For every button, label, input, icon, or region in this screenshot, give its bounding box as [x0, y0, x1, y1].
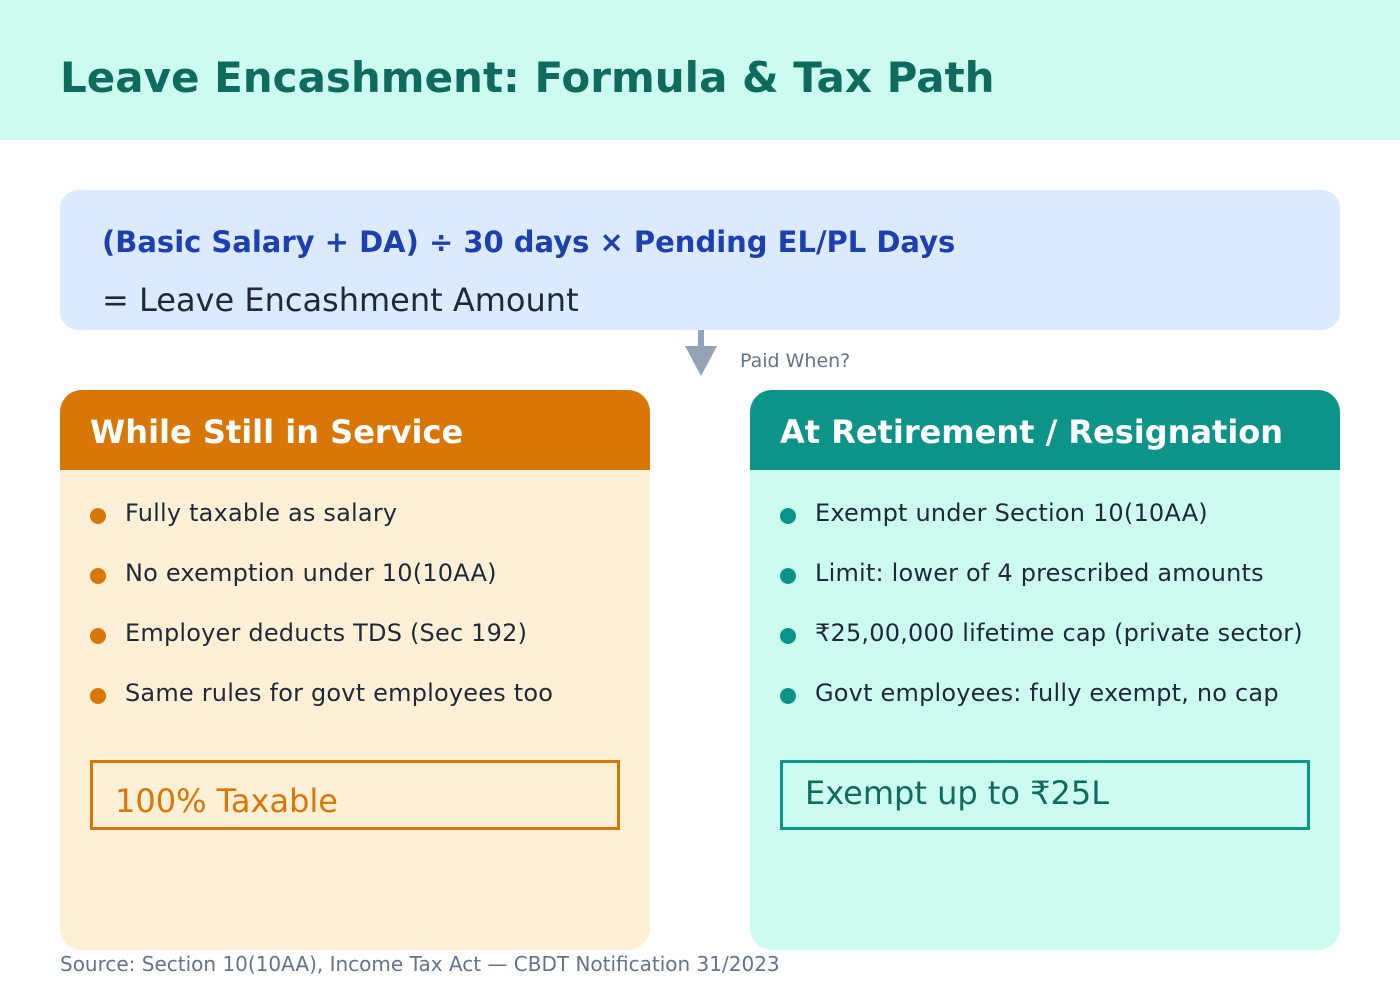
- retirement-card-title: At Retirement / Resignation: [780, 413, 1284, 451]
- bullet-text: Exempt under Section 10(10AA): [815, 499, 1208, 527]
- bullet-dot-icon: [90, 508, 106, 524]
- in-service-card: While Still in Service Fully taxable as …: [60, 390, 650, 950]
- bullet-text: Govt employees: fully exempt, no cap: [815, 679, 1279, 707]
- bullet-text: ₹25,00,000 lifetime cap (private sector): [815, 619, 1303, 647]
- bullet-dot-icon: [90, 568, 106, 584]
- retirement-callout-text: Exempt up to ₹25L: [805, 774, 1110, 812]
- header-banner: Leave Encashment: Formula & Tax Path: [0, 0, 1400, 140]
- bullet-dot-icon: [780, 508, 796, 524]
- in-service-card-title: While Still in Service: [90, 413, 464, 451]
- source-note: Source: Section 10(10AA), Income Tax Act…: [60, 952, 780, 976]
- formula-result: = Leave Encashment Amount: [102, 281, 579, 319]
- retirement-callout: Exempt up to ₹25L: [780, 760, 1310, 830]
- in-service-callout: 100% Taxable: [90, 760, 620, 830]
- retirement-card-header: At Retirement / Resignation: [750, 390, 1340, 470]
- formula-box: (Basic Salary + DA) ÷ 30 days × Pending …: [60, 190, 1340, 330]
- bullet-text: Limit: lower of 4 prescribed amounts: [815, 559, 1264, 587]
- retirement-card: At Retirement / Resignation Exempt under…: [750, 390, 1340, 950]
- in-service-callout-text: 100% Taxable: [115, 782, 338, 820]
- bullet-text: Employer deducts TDS (Sec 192): [125, 619, 528, 647]
- bullet-dot-icon: [780, 688, 796, 704]
- connector-label: Paid When?: [740, 350, 851, 372]
- bullet-text: Fully taxable as salary: [125, 499, 398, 527]
- formula-expression: (Basic Salary + DA) ÷ 30 days × Pending …: [102, 225, 956, 259]
- page-title: Leave Encashment: Formula & Tax Path: [60, 53, 995, 102]
- bullet-dot-icon: [90, 628, 106, 644]
- bullet-text: Same rules for govt employees too: [125, 679, 554, 707]
- bullet-text: No exemption under 10(10AA): [125, 559, 497, 587]
- down-arrow-icon: [685, 330, 717, 376]
- bullet-dot-icon: [780, 628, 796, 644]
- in-service-card-header: While Still in Service: [60, 390, 650, 470]
- bullet-dot-icon: [90, 688, 106, 704]
- bullet-dot-icon: [780, 568, 796, 584]
